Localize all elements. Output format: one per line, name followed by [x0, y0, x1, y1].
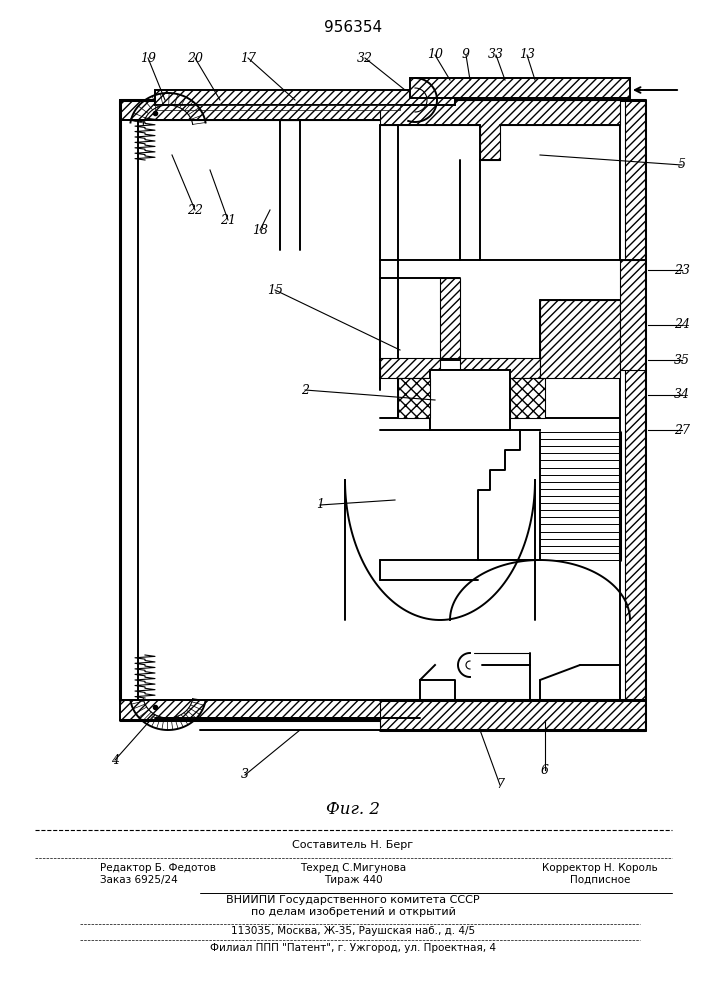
Polygon shape — [120, 100, 400, 120]
Text: 22: 22 — [187, 204, 203, 217]
Text: 33: 33 — [488, 48, 504, 62]
Text: 17: 17 — [240, 51, 256, 64]
Polygon shape — [430, 370, 510, 430]
Text: 4: 4 — [111, 754, 119, 766]
Text: 35: 35 — [674, 354, 690, 366]
Polygon shape — [155, 90, 455, 105]
Text: Техред С.Мигунова: Техред С.Мигунова — [300, 863, 406, 873]
Text: 21: 21 — [220, 214, 236, 227]
Text: 19: 19 — [140, 51, 156, 64]
Text: Составитель Н. Берг: Составитель Н. Берг — [293, 840, 414, 850]
Text: 5: 5 — [678, 158, 686, 172]
Polygon shape — [620, 260, 645, 370]
Text: 1: 1 — [316, 498, 324, 512]
Text: Корректор Н. Король: Корректор Н. Король — [542, 863, 658, 873]
Text: Тираж 440: Тираж 440 — [324, 875, 382, 885]
Polygon shape — [380, 700, 645, 730]
Text: 6: 6 — [541, 764, 549, 776]
Text: Фиг. 2: Фиг. 2 — [326, 802, 380, 818]
Text: 13: 13 — [519, 48, 535, 62]
Text: 956354: 956354 — [324, 20, 382, 35]
Polygon shape — [398, 378, 430, 418]
Text: 24: 24 — [674, 318, 690, 332]
Text: 3: 3 — [241, 768, 249, 782]
Text: 23: 23 — [674, 263, 690, 276]
Text: Подписное: Подписное — [570, 875, 630, 885]
Text: 34: 34 — [674, 388, 690, 401]
Polygon shape — [120, 700, 400, 720]
Text: 2: 2 — [301, 383, 309, 396]
Text: 27: 27 — [674, 424, 690, 436]
Polygon shape — [380, 100, 620, 160]
Text: по делам изобретений и открытий: по делам изобретений и открытий — [250, 907, 455, 917]
Polygon shape — [380, 278, 540, 378]
Text: Филиал ППП "Патент", г. Ужгород, ул. Проектная, 4: Филиал ППП "Патент", г. Ужгород, ул. Про… — [210, 943, 496, 953]
Polygon shape — [155, 105, 400, 110]
Text: Заказ 6925/24: Заказ 6925/24 — [100, 875, 177, 885]
Polygon shape — [625, 100, 645, 730]
Polygon shape — [510, 378, 545, 418]
Text: 7: 7 — [496, 778, 504, 792]
Text: 9: 9 — [462, 48, 470, 62]
Text: 20: 20 — [187, 51, 203, 64]
Text: 10: 10 — [427, 48, 443, 62]
Text: 18: 18 — [252, 224, 268, 236]
Polygon shape — [540, 300, 620, 378]
Text: ВНИИПИ Государственного комитета СССР: ВНИИПИ Государственного комитета СССР — [226, 895, 480, 905]
Text: 15: 15 — [267, 284, 283, 296]
Text: 113035, Москва, Ж-35, Раушская наб., д. 4/5: 113035, Москва, Ж-35, Раушская наб., д. … — [231, 926, 475, 936]
Text: 32: 32 — [357, 51, 373, 64]
Polygon shape — [410, 78, 630, 98]
Text: Редактор Б. Федотов: Редактор Б. Федотов — [100, 863, 216, 873]
